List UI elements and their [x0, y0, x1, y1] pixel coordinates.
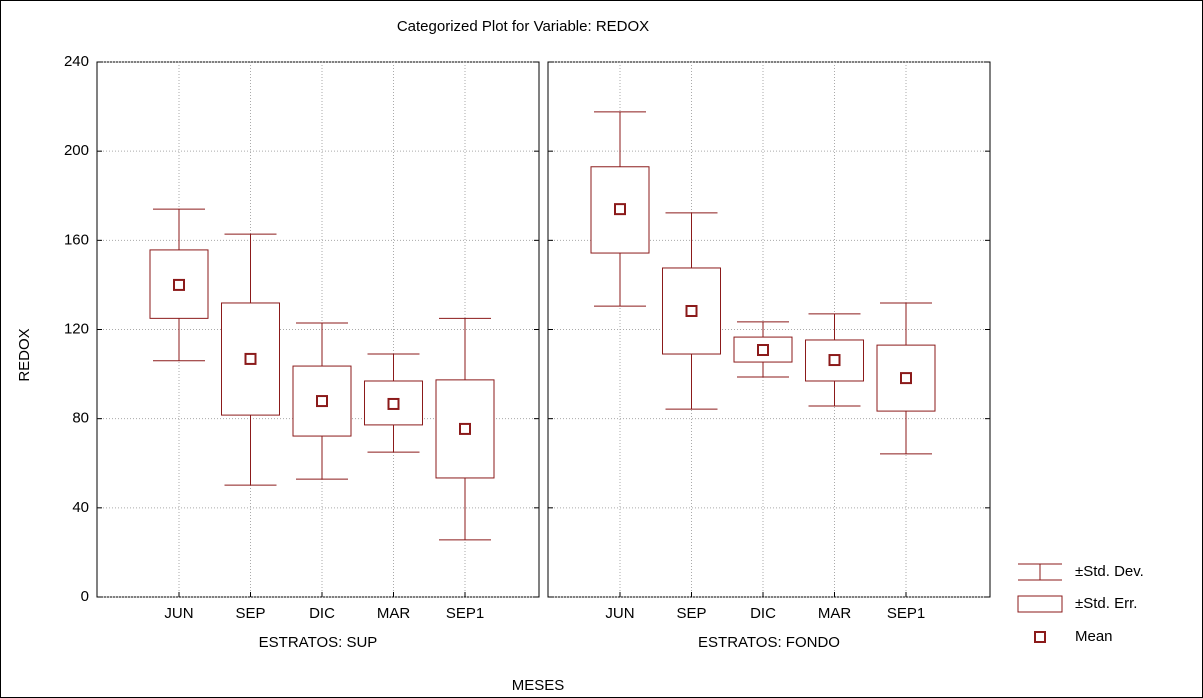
y-tick-label: 80 [72, 410, 89, 427]
mean-marker [828, 354, 841, 367]
x-tick-label: SEP [235, 605, 265, 622]
mean-marker [685, 304, 698, 317]
y-tick-label: 120 [64, 320, 89, 337]
x-tick-label: SEP1 [887, 605, 925, 622]
x-tick-label: DIC [750, 605, 776, 622]
mean-marker [459, 422, 471, 435]
y-axis-label: REDOX [16, 328, 33, 381]
x-axis-label: MESES [512, 677, 565, 694]
legend-label: ±Std. Err. [1075, 595, 1137, 612]
y-tick-label: 200 [64, 142, 89, 159]
mean-marker [173, 278, 185, 291]
mean-marker [316, 395, 328, 408]
mean-marker [387, 397, 400, 410]
y-tick-label: 160 [64, 231, 89, 248]
panel-label: ESTRATOS: SUP [259, 634, 378, 651]
legend-label: ±Std. Dev. [1075, 563, 1144, 580]
x-tick-label: JUN [605, 605, 634, 622]
legend-label: Mean [1075, 628, 1113, 645]
mean-marker [244, 352, 257, 365]
y-tick-label: 240 [64, 53, 89, 70]
mean-marker [757, 344, 769, 357]
x-tick-label: MAR [377, 605, 411, 622]
x-tick-label: SEP1 [446, 605, 484, 622]
legend-icon [1017, 595, 1063, 613]
panel-label: ESTRATOS: FONDO [698, 634, 840, 651]
chart-title: Categorized Plot for Variable: REDOX [397, 18, 649, 35]
x-tick-label: JUN [164, 605, 193, 622]
x-tick-label: MAR [818, 605, 852, 622]
x-tick-label: SEP [676, 605, 706, 622]
mean-marker [614, 203, 626, 216]
y-tick-label: 0 [81, 588, 89, 605]
x-tick-label: DIC [309, 605, 335, 622]
y-tick-label: 40 [72, 499, 89, 516]
plot-area [547, 61, 991, 598]
mean-marker [900, 372, 912, 385]
legend-icon [1034, 631, 1046, 643]
